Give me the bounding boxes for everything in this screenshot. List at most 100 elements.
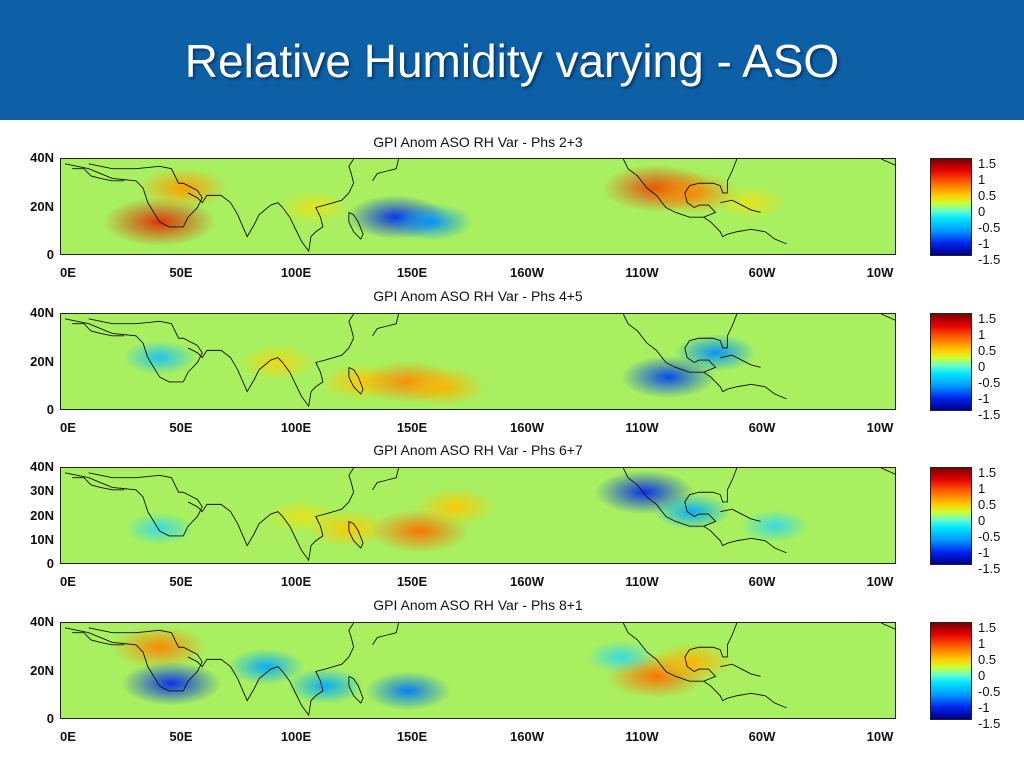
colorbar-label: 0.5 (978, 652, 997, 667)
x-tick-label: 60W (748, 265, 776, 280)
coastline (880, 159, 895, 166)
colorbar-label: -1 (978, 391, 990, 406)
coastline (622, 468, 738, 527)
coastline (72, 477, 125, 491)
anomaly-blob (674, 334, 757, 372)
coastline (720, 663, 761, 677)
x-tick-label: 50E (169, 574, 193, 589)
coastline (72, 323, 125, 337)
anomaly-blob (276, 190, 351, 225)
colorbar (930, 313, 972, 411)
coastline (622, 314, 738, 373)
x-tick-label: 0E (60, 729, 76, 744)
x-tick-label: 150E (396, 265, 428, 280)
x-tick-label: 50E (169, 265, 193, 280)
coastline (720, 354, 761, 368)
anomaly-blob (652, 493, 731, 530)
colorbar-label: 1.5 (978, 620, 997, 635)
colorbar-label: 0.5 (978, 188, 997, 203)
colorbar-label: -1 (978, 236, 990, 251)
x-tick-label: 110W (625, 265, 659, 280)
x-tick-label: 60W (748, 729, 776, 744)
anomaly-blob (586, 640, 656, 674)
anomaly-map (60, 313, 896, 410)
coastline (64, 472, 203, 537)
x-tick-label: 10W (866, 265, 894, 280)
coastline (348, 211, 364, 240)
colorbar-label: 0 (978, 668, 986, 683)
panel-title: GPI Anom ASO RH Var - Phs 8+1 (373, 597, 583, 613)
anomaly-map (60, 158, 896, 255)
colorbar-label: 1.5 (978, 156, 997, 171)
colorbar (930, 158, 972, 256)
coastline (187, 314, 355, 408)
anomaly-blob (740, 509, 810, 543)
colorbar (930, 622, 972, 720)
coastline (720, 508, 761, 522)
x-tick-label: 10W (866, 420, 894, 435)
coastline (622, 159, 738, 218)
y-tick-label: 40N (30, 459, 54, 474)
coastline (880, 468, 895, 475)
x-tick-label: 10W (866, 574, 894, 589)
colorbar-label: -0.5 (978, 529, 1001, 544)
colorbar-label: -1 (978, 545, 990, 560)
coastline (64, 627, 203, 692)
anomaly-blob (238, 344, 317, 381)
x-tick-label: 0E (60, 420, 76, 435)
anomaly-blob (414, 488, 497, 526)
y-tick-label: 20N (30, 198, 54, 214)
panel-title: GPI Anom ASO RH Var - Phs 2+3 (373, 134, 583, 150)
colorbar-label: 1.5 (978, 311, 997, 326)
y-tick-label: 0 (46, 402, 54, 417)
panel-title: GPI Anom ASO RH Var - Phs 6+7 (373, 442, 583, 458)
anomaly-blob (390, 203, 473, 241)
y-tick-label: 20N (30, 662, 54, 678)
anomaly-map (60, 467, 896, 564)
anomaly-blob (121, 661, 222, 706)
x-tick-label: 50E (169, 729, 193, 744)
coastline (372, 314, 400, 337)
colorbar-label: 1.5 (978, 465, 997, 480)
coastline (622, 623, 738, 682)
colorbar-label: 1 (978, 481, 986, 496)
x-tick-label: 100E (280, 729, 312, 744)
anomaly-blob (364, 671, 452, 711)
colorbar-label: -1.5 (978, 407, 1001, 422)
anomaly-blob (125, 512, 195, 546)
anomaly-blob (122, 340, 197, 375)
colorbar-label: -1 (978, 700, 990, 715)
anomaly-blob (111, 626, 208, 669)
coastline (187, 159, 355, 253)
coastline (64, 318, 203, 383)
coastline (703, 680, 787, 709)
colorbar-label: 1 (978, 172, 986, 187)
anomaly-blob (137, 167, 229, 209)
y-tick-label: 0 (46, 247, 54, 262)
colorbar-label: 1 (978, 327, 986, 342)
x-tick-label: 100E (280, 574, 312, 589)
y-tick-label: 40N (30, 305, 54, 320)
colorbar-label: -1.5 (978, 561, 1001, 576)
anomaly-blob (648, 642, 736, 682)
colorbar-label: 0.5 (978, 497, 997, 512)
coastline (348, 675, 364, 704)
colorbar-label: 0 (978, 359, 986, 374)
x-tick-label: 160W (510, 265, 544, 280)
coastline (348, 366, 364, 395)
coastline (348, 520, 364, 549)
coastline (720, 199, 761, 213)
colorbar-label: 0 (978, 513, 986, 528)
x-tick-label: 160W (510, 729, 544, 744)
y-tick-label: 30N (30, 483, 54, 499)
x-tick-label: 110W (625, 574, 659, 589)
x-tick-label: 60W (748, 574, 776, 589)
y-tick-label: 40N (30, 150, 54, 165)
colorbar (930, 467, 972, 565)
y-tick-label: 0 (46, 711, 54, 726)
x-tick-label: 150E (396, 574, 428, 589)
coastline (187, 468, 355, 562)
coastline (703, 216, 787, 245)
anomaly-blob (714, 185, 788, 220)
coastline (72, 632, 125, 646)
